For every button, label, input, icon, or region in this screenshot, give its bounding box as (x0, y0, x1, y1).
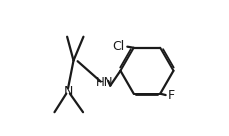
Text: F: F (167, 89, 174, 102)
Text: HN: HN (96, 76, 113, 89)
Text: N: N (63, 85, 72, 98)
Text: Cl: Cl (112, 40, 124, 53)
